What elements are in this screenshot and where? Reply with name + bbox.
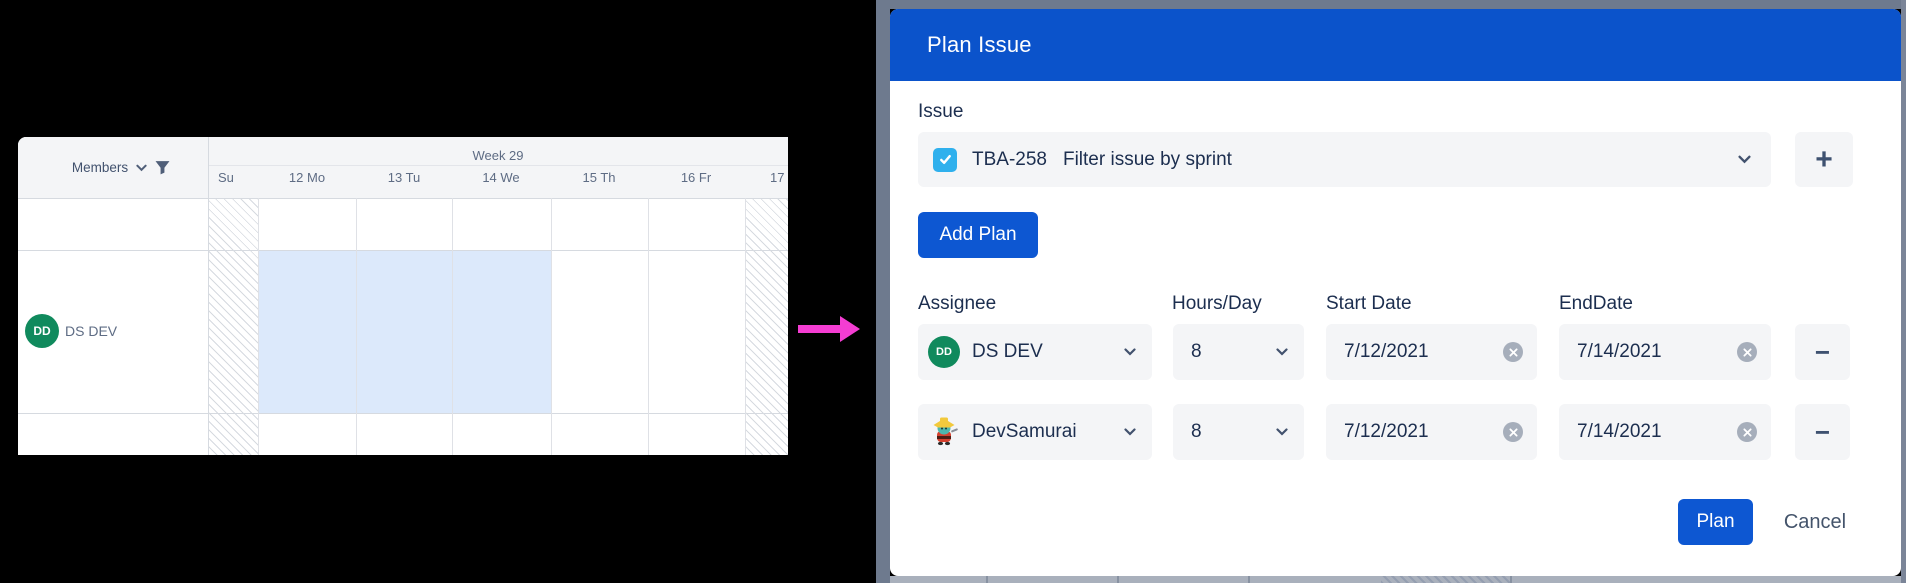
day-header-tu: 13 Tu bbox=[387, 170, 421, 185]
members-dropdown[interactable]: Members bbox=[46, 137, 196, 198]
assignee-name: DevSamurai bbox=[972, 421, 1077, 442]
arrow-head-icon bbox=[840, 316, 860, 342]
chevron-down-icon bbox=[1738, 155, 1751, 164]
day-header-mo: 12 Mo bbox=[288, 170, 326, 185]
plan-submit-button[interactable]: Plan bbox=[1678, 499, 1753, 545]
column-start: Start Date bbox=[1326, 293, 1412, 314]
issue-select[interactable]: TBA-258 Filter issue by sprint bbox=[918, 132, 1771, 187]
resource-calendar-panel: Members Week 29 Su 12 Mo 13 Tu 14 We 15 … bbox=[18, 137, 788, 455]
add-plan-button[interactable]: Add Plan bbox=[918, 212, 1038, 258]
modal-header: Plan Issue bbox=[890, 9, 1901, 81]
assignee-select[interactable]: DevSamurai bbox=[918, 404, 1152, 460]
grid-line bbox=[18, 198, 788, 199]
day-header-sa: 17 bbox=[770, 170, 785, 185]
grid-line bbox=[208, 137, 209, 455]
arrow-shaft bbox=[798, 325, 842, 333]
dialog-screenshot-frame: Plan Issue Issue TBA-258 Filter issue by… bbox=[876, 0, 1906, 583]
issue-summary: Filter issue by sprint bbox=[1062, 148, 1232, 170]
hours-value: 8 bbox=[1191, 421, 1202, 442]
assignee-name: DS DEV bbox=[972, 341, 1043, 362]
chevron-down-icon bbox=[136, 164, 147, 172]
assignee-avatar-mascot bbox=[928, 416, 960, 448]
grid-line bbox=[18, 413, 788, 414]
end-date-input[interactable]: 7/14/2021 bbox=[1559, 404, 1771, 460]
day-header-th: 15 Th bbox=[582, 170, 616, 185]
hours-value: 8 bbox=[1191, 341, 1202, 362]
chevron-down-icon bbox=[1276, 348, 1288, 356]
remove-row-button[interactable]: − bbox=[1795, 404, 1850, 460]
issue-option: TBA-258 Filter issue by sprint bbox=[972, 149, 1232, 171]
backdrop-right bbox=[1901, 0, 1906, 583]
issue-label: Issue bbox=[918, 101, 964, 122]
grid-line bbox=[18, 250, 788, 251]
selected-days-highlight[interactable] bbox=[258, 250, 551, 413]
chevron-down-icon bbox=[1124, 348, 1136, 356]
backdrop-left bbox=[876, 0, 890, 583]
pointer-arrow bbox=[798, 316, 862, 342]
backdrop-top bbox=[876, 0, 1906, 9]
end-date-value: 7/14/2021 bbox=[1577, 421, 1662, 442]
assignee-select[interactable]: DD DS DEV bbox=[918, 324, 1152, 380]
add-issue-button[interactable]: + bbox=[1795, 132, 1853, 187]
assignee-avatar: DD bbox=[928, 336, 960, 368]
grid-line bbox=[648, 198, 649, 455]
start-date-input[interactable]: 7/12/2021 bbox=[1326, 404, 1537, 460]
clear-date-icon[interactable] bbox=[1737, 422, 1757, 442]
week-label: Week 29 bbox=[472, 148, 524, 163]
day-header-su: Su bbox=[218, 170, 234, 185]
start-date-value: 7/12/2021 bbox=[1344, 421, 1429, 442]
day-header-fr: 16 Fr bbox=[680, 170, 712, 185]
backdrop-bottom bbox=[890, 576, 1901, 583]
header-divider bbox=[208, 165, 788, 166]
grid-line bbox=[356, 198, 357, 455]
grid-line bbox=[551, 198, 552, 455]
end-date-input[interactable]: 7/14/2021 bbox=[1559, 324, 1771, 380]
start-date-value: 7/12/2021 bbox=[1344, 341, 1429, 362]
hours-select[interactable]: 8 bbox=[1173, 404, 1304, 460]
modal-title: Plan Issue bbox=[927, 32, 1032, 57]
chevron-down-icon bbox=[1124, 428, 1136, 436]
grid-line bbox=[258, 198, 259, 455]
members-label: Members bbox=[71, 160, 129, 175]
end-date-value: 7/14/2021 bbox=[1577, 341, 1662, 362]
clear-date-icon[interactable] bbox=[1737, 342, 1757, 362]
hours-select[interactable]: 8 bbox=[1173, 324, 1304, 380]
issue-checkbox[interactable] bbox=[933, 147, 957, 172]
calendar-header: Members Week 29 Su 12 Mo 13 Tu 14 We 15 … bbox=[18, 137, 788, 198]
remove-row-button[interactable]: − bbox=[1795, 324, 1850, 380]
weekend-column-sunday bbox=[208, 198, 258, 455]
start-date-input[interactable]: 7/12/2021 bbox=[1326, 324, 1537, 380]
member-name: DS DEV bbox=[65, 323, 118, 339]
clear-date-icon[interactable] bbox=[1503, 422, 1523, 442]
day-header-we: 14 We bbox=[482, 170, 520, 185]
week-header: Week 29 bbox=[208, 137, 788, 165]
grid-line bbox=[452, 198, 453, 455]
plan-issue-modal: Plan Issue Issue TBA-258 Filter issue by… bbox=[890, 9, 1901, 576]
column-assignee: Assignee bbox=[918, 293, 997, 314]
issue-key: TBA-258 bbox=[972, 148, 1047, 170]
grid-line bbox=[745, 198, 746, 455]
weekend-column-saturday bbox=[745, 198, 788, 455]
column-hours: Hours/Day bbox=[1172, 293, 1262, 314]
chevron-down-icon bbox=[1276, 428, 1288, 436]
cancel-button[interactable]: Cancel bbox=[1783, 510, 1847, 533]
member-avatar: DD bbox=[25, 314, 59, 348]
filter-funnel-icon[interactable] bbox=[155, 160, 170, 175]
column-end: EndDate bbox=[1559, 293, 1633, 314]
clear-date-icon[interactable] bbox=[1503, 342, 1523, 362]
